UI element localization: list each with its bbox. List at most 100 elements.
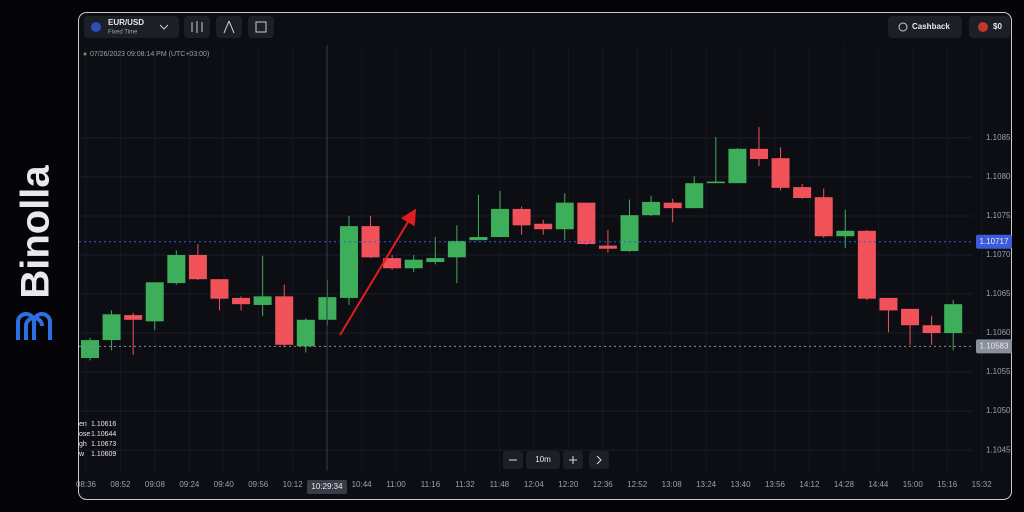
- y-tick-label: 1.1050: [986, 406, 1011, 415]
- crosshair-time: 10:29:34: [311, 482, 343, 491]
- y-tick-label: 1.1075: [986, 211, 1011, 220]
- flag-icon: [978, 22, 988, 32]
- x-tick-label: 11:00: [386, 480, 406, 489]
- x-tick-label: 09:40: [214, 480, 235, 489]
- x-tick-label: 12:52: [627, 480, 648, 489]
- timeframe-selector[interactable]: [526, 451, 560, 469]
- candle-body: [188, 254, 207, 280]
- flag-icon: [91, 22, 101, 32]
- x-tick-label: 12:04: [524, 480, 545, 489]
- crosshair-time-box: [307, 480, 347, 494]
- x-tick-label: 11:16: [421, 480, 441, 489]
- candle-body: [296, 319, 315, 347]
- candle-body: [102, 314, 121, 341]
- control-icons: [509, 455, 602, 465]
- x-tick-label: 13:40: [731, 480, 752, 489]
- x-tick-label: 08:52: [110, 480, 131, 489]
- candle-body: [663, 202, 682, 209]
- candle-body: [793, 187, 812, 199]
- y-tick-label: 1.1070: [986, 250, 1011, 259]
- candle-body: [685, 183, 704, 209]
- x-tick-label: 13:56: [765, 480, 786, 489]
- candle-body: [512, 208, 531, 226]
- x-tick-label: 09:24: [179, 480, 200, 489]
- trend-arrow: [339, 208, 417, 336]
- timestamp: 07/26/2023 09:08:14 PM (UTC+03:00): [90, 51, 209, 58]
- candle-body: [404, 259, 423, 269]
- price-tag: [976, 339, 1012, 354]
- status-dot: [83, 52, 87, 56]
- y-tick-label: 1.1045: [986, 445, 1011, 454]
- balance: $0: [993, 22, 1002, 31]
- dropdown-arrow: [159, 24, 169, 30]
- candle-body: [469, 237, 488, 241]
- x-tick-label: 14:44: [868, 480, 889, 489]
- ohlc-value: 1.10644: [91, 431, 116, 438]
- candle-body: [814, 197, 833, 237]
- symbol: EUR/USD: [108, 18, 144, 27]
- x-tick-label: 15:32: [972, 480, 993, 489]
- ohlc-label: w: [78, 451, 85, 458]
- drawing-button[interactable]: [216, 16, 242, 38]
- timeframe: 10m: [535, 455, 551, 464]
- symbol-selector[interactable]: [84, 16, 179, 38]
- price-tag-label: 1.10583: [980, 341, 1009, 350]
- candle-body: [836, 230, 855, 237]
- y-tick-label: 1.1055: [986, 367, 1011, 376]
- x-tick-label: 15:00: [903, 480, 924, 489]
- candle-body: [706, 181, 725, 184]
- candle-body: [124, 315, 143, 320]
- ohlc-value: 1.10609: [91, 451, 116, 458]
- ohlc-label: gh: [79, 441, 87, 448]
- x-tick-label: 14:28: [834, 480, 855, 489]
- candle-body: [577, 202, 596, 245]
- candle-body: [944, 304, 963, 334]
- x-tick-label: 13:24: [696, 480, 717, 489]
- ohlc-label: ose: [79, 431, 90, 438]
- y-tick-label: 1.1085: [986, 133, 1011, 142]
- x-tick-label: 10:12: [283, 480, 304, 489]
- candle-body: [534, 223, 553, 230]
- ohlc-value: 1.10616: [91, 421, 116, 428]
- cashback-button[interactable]: [888, 16, 962, 38]
- plot: 1.10717 1.10583: [79, 126, 1012, 361]
- candle-body: [555, 202, 574, 230]
- brand-logo-icon: [16, 312, 52, 340]
- candle-body: [81, 340, 99, 359]
- x-tick-label: 12:20: [558, 480, 579, 489]
- scroll-right-button[interactable]: [589, 451, 609, 469]
- grid: 1.10451.10501.10551.10601.10651.10701.10…: [76, 45, 1011, 489]
- candle-body: [167, 254, 186, 284]
- x-tick-label: 12:36: [593, 480, 614, 489]
- toolbar-icons: [191, 20, 267, 34]
- balance-button[interactable]: [969, 16, 1010, 38]
- x-tick-label: 09:08: [145, 480, 166, 489]
- candle-body: [426, 258, 445, 263]
- y-tick-label: 1.1080: [986, 172, 1011, 181]
- candle-body: [383, 258, 402, 269]
- x-tick-label: 15:16: [937, 480, 958, 489]
- candle-body: [210, 279, 229, 299]
- x-tick-label: 09:56: [248, 480, 269, 489]
- candle-body: [749, 148, 768, 159]
- price-tag: [976, 234, 1012, 249]
- candle-body: [642, 201, 661, 216]
- candle-body: [491, 208, 510, 238]
- candle-body: [620, 215, 639, 252]
- candle-body: [901, 308, 920, 326]
- y-tick-label: 1.1060: [986, 328, 1011, 337]
- x-tick-label: 10:44: [352, 480, 373, 489]
- ohlc-value: 1.10673: [91, 441, 116, 448]
- x-tick-label: 14:12: [799, 480, 820, 489]
- candle-body: [728, 148, 747, 184]
- cashback-icon: [898, 22, 908, 32]
- ohlc-label: en: [79, 421, 87, 428]
- candle-body: [145, 282, 164, 322]
- candle-body: [857, 230, 876, 299]
- candle-body: [339, 226, 358, 298]
- chart-type-button[interactable]: [248, 16, 274, 38]
- candle-body: [598, 245, 617, 249]
